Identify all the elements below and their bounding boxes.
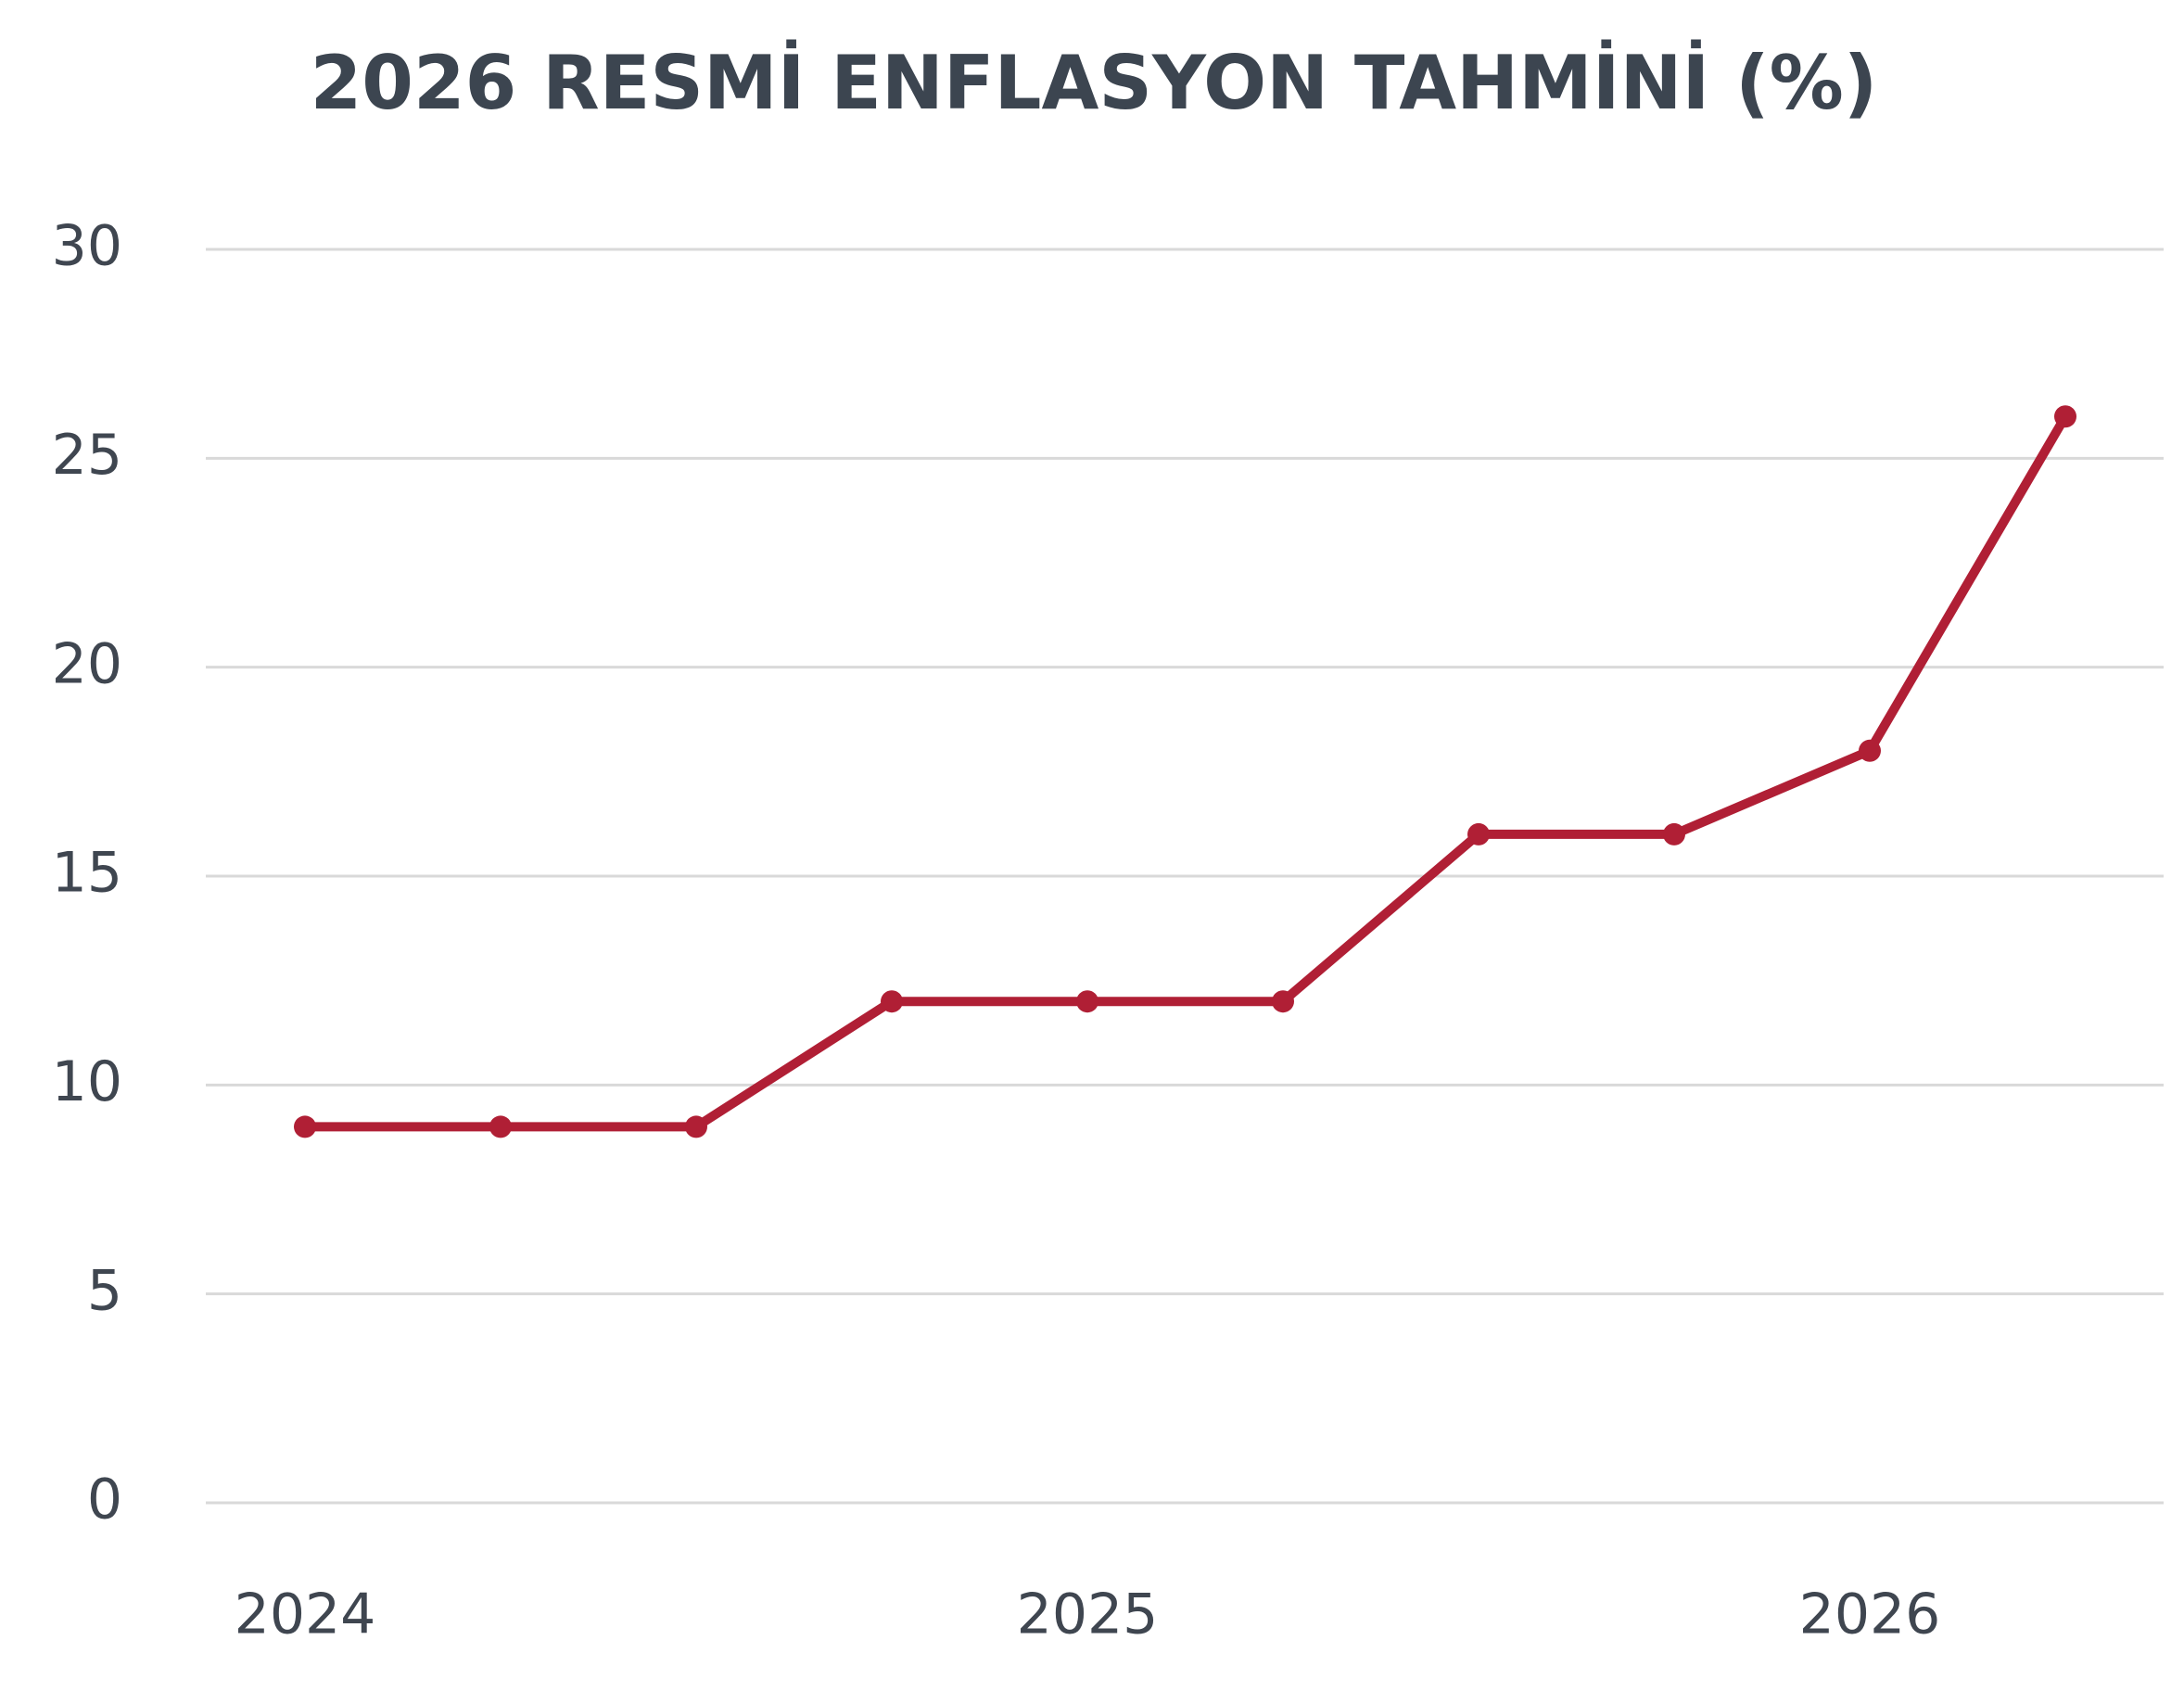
y-tick-label: 30 (52, 214, 122, 279)
data-point (1663, 822, 1685, 846)
data-line (305, 413, 2070, 1132)
y-tick-label: 5 (87, 1258, 122, 1323)
y-tick-label: 15 (52, 841, 122, 906)
y-tick-label: 20 (52, 631, 122, 696)
y-tick-label: 10 (52, 1049, 122, 1114)
x-tick-label: 2025 (1017, 1583, 1159, 1647)
y-tick-label: 25 (52, 423, 122, 488)
data-point (489, 1115, 512, 1138)
data-point (1272, 990, 1294, 1013)
data-point (2054, 405, 2076, 428)
x-tick-label: 2024 (235, 1583, 376, 1647)
y-tick-label: 0 (87, 1468, 122, 1532)
data-point (1859, 739, 1881, 762)
data-point (685, 1115, 707, 1138)
data-point (1467, 822, 1490, 846)
data-point (1076, 990, 1098, 1013)
chart-title: 2026 RESMİ ENFLASYON TAHMİNİ (%) (311, 39, 1878, 126)
x-tick-label: 2026 (1799, 1583, 1941, 1647)
data-point (294, 1115, 316, 1138)
data-point (881, 990, 903, 1013)
